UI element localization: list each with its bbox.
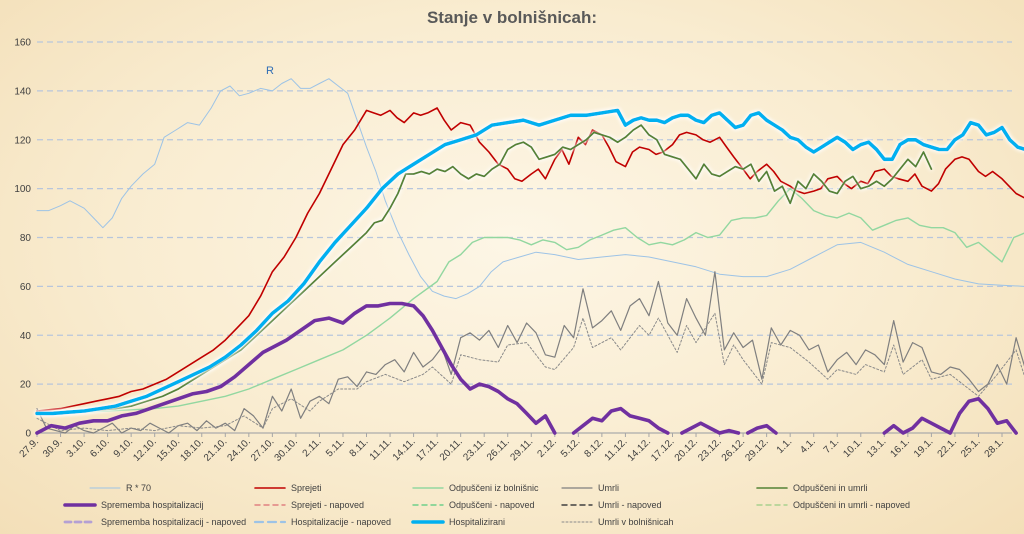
x-tick-label: 5.11. (324, 436, 347, 459)
legend-label: Umrli (598, 483, 619, 493)
x-tick-label: 2.11. (301, 436, 324, 459)
x-tick-label: 13.1. (865, 436, 889, 460)
x-tick-label: 30.10. (273, 436, 300, 463)
x-tick-label: 22.1. (936, 436, 960, 460)
x-tick-label: 3.10. (65, 436, 89, 460)
x-tick-label: 27.9. (18, 436, 42, 460)
x-tick-label: 20.12. (673, 436, 700, 463)
x-tick-label: 17.11. (414, 436, 441, 463)
x-tick-label: 23.12. (696, 436, 723, 463)
x-tick-label: 27.10. (249, 436, 276, 463)
x-tick-label: 2.12. (535, 436, 559, 460)
legend-label: Hospitalizacije - napoved (291, 517, 391, 527)
x-tick-label: 30.9. (41, 436, 65, 460)
chart-title: Stanje v bolnišnicah: (427, 8, 597, 27)
y-tick-label: 120 (14, 135, 31, 146)
legend-label: Hospitalizirani (449, 517, 505, 527)
x-tick-label: 14.12. (626, 436, 653, 463)
x-tick-label: 11.12. (603, 436, 630, 463)
series-line (36, 312, 1024, 432)
x-tick-label: 18.10. (178, 436, 205, 463)
legend-label: R * 70 (126, 483, 151, 493)
x-tick-label: 19.1. (912, 436, 936, 460)
x-tick-label: 20.11. (438, 436, 465, 463)
x-tick-label: 25.1. (959, 436, 983, 460)
x-tick-label: 4.1. (798, 436, 818, 456)
series-line (36, 124, 933, 415)
x-tick-label: 11.11. (368, 436, 394, 462)
legend-label: Odpuščeni - napoved (449, 500, 535, 510)
series-lines (35, 78, 1024, 435)
x-tick-label: 7.1. (822, 436, 842, 456)
x-tick-label: 6.10. (88, 436, 112, 460)
y-tick-label: 40 (20, 331, 32, 342)
y-tick-label: 0 (25, 429, 31, 440)
x-tick-label: 24.10. (226, 436, 253, 463)
r-annotation: R (266, 65, 274, 77)
legend-label: Odpuščeni in umrli (793, 483, 868, 493)
y-tick-label: 20 (20, 380, 32, 391)
series-line (36, 78, 1024, 300)
legend-label: Sprememba hospitalizacij - napoved (101, 517, 246, 527)
legend-label: Sprejeti - napoved (291, 500, 364, 510)
x-tick-label: 14.11. (391, 436, 418, 463)
x-tick-label: 1.1. (775, 436, 795, 456)
y-tick-label: 160 (14, 38, 31, 49)
legend-label: Umrli - napoved (598, 500, 662, 510)
y-tick-label: 80 (20, 233, 32, 244)
legend-label: Sprejeti (291, 483, 322, 493)
x-tick-label: 10.1. (841, 436, 865, 460)
x-tick-label: 5.12. (559, 436, 583, 460)
legend-label: Odpuščeni iz bolnišnic (449, 483, 539, 493)
series-line (35, 301, 557, 435)
series-line (35, 108, 1024, 416)
series-line (36, 271, 1024, 434)
gridlines (37, 41, 1012, 434)
series-line (882, 397, 1018, 435)
x-tick-label: 8.11. (348, 436, 371, 459)
y-tick-label: 100 (14, 184, 31, 195)
legend-label: Odpuščeni in umrli - napoved (793, 500, 910, 510)
x-tick-label: 26.11. (485, 436, 512, 463)
x-tick-label: 26.12. (720, 436, 747, 463)
legend: R * 70 Sprejeti Odpuščeni iz bolnišnic Umrl… (63, 483, 910, 527)
series-line (36, 187, 1024, 415)
x-tick-label: 28.1. (983, 436, 1007, 460)
series-line (746, 423, 778, 435)
x-tick-label: 23.11. (461, 436, 488, 463)
series-line (571, 406, 670, 435)
series-line (36, 107, 1024, 412)
y-axis-ticks: 0 20 40 60 80 100 120 140 160 (14, 38, 31, 440)
x-axis-ticks: 27.9. 30.9. 3.10. 6.10. 9.10.12.10.15.10.18.… (18, 433, 1007, 464)
x-tick-label: 29.12. (743, 436, 770, 463)
legend-label: Umrli v bolnišnicah (598, 517, 674, 527)
y-tick-label: 60 (20, 282, 32, 293)
x-tick-label: 17.12. (649, 436, 676, 463)
x-tick-label: 21.10. (202, 436, 229, 463)
x-tick-label: 16.1. (888, 436, 912, 460)
x-tick-label: 29.11. (508, 436, 535, 463)
x-tick-label: 15.10. (155, 436, 182, 463)
x-tick-label: 12.10. (131, 436, 158, 463)
series-line (680, 421, 741, 435)
legend-label: Sprememba hospitalizacij (101, 500, 204, 510)
y-tick-label: 140 (14, 86, 31, 97)
